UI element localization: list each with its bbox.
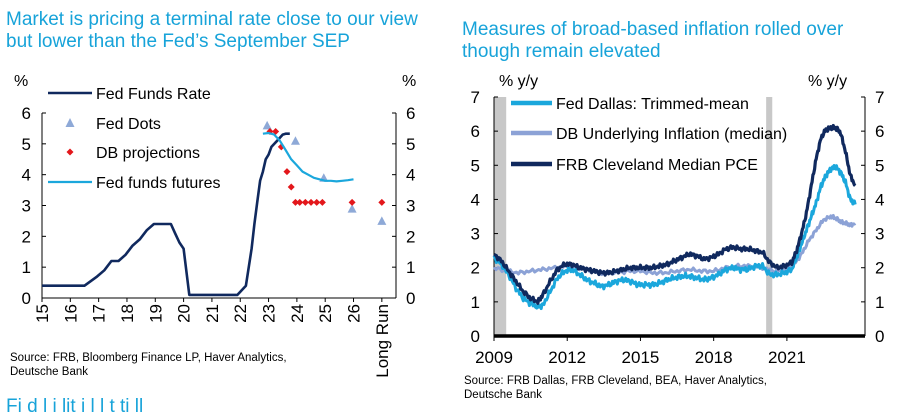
- left-y-tick-label: 1: [22, 258, 31, 277]
- left-y2-tick-label: 6: [406, 104, 415, 123]
- db-projection-marker: [296, 198, 304, 206]
- right-legend-label: FRB Cleveland Median PCE: [556, 157, 758, 174]
- right-x-tick-label: 2009: [475, 348, 513, 367]
- left-x-tick-label: Long Run: [373, 304, 392, 378]
- db-projection-marker: [378, 198, 386, 206]
- db-projection-marker: [287, 183, 295, 191]
- left-x-tick-label: 17: [90, 304, 109, 323]
- db-projection-marker: [318, 198, 326, 206]
- fed-dot-marker: [347, 204, 357, 213]
- left-y2-tick-label: 0: [406, 289, 415, 308]
- left-y-tick-label: 0: [22, 289, 31, 308]
- right-y-tick-label: 0: [471, 327, 480, 346]
- right-y-tick-label: 2: [471, 259, 480, 278]
- left-x-tick-label: 26: [345, 304, 364, 323]
- left-legend-label: DB projections: [96, 145, 200, 162]
- fed-dot-marker: [290, 136, 300, 145]
- right-y2-tick-label: 0: [875, 327, 884, 346]
- db-projection-marker: [307, 198, 315, 206]
- left-y-tick-label: 3: [22, 197, 31, 216]
- right-y2-tick-label: 4: [875, 190, 884, 209]
- left-chart-title: Market is pricing a terminal rate close …: [6, 9, 418, 52]
- recession-shading: [494, 97, 507, 336]
- right-y-tick-label: 5: [471, 156, 480, 175]
- right-y-axis-label: % y/y: [499, 73, 538, 90]
- left-y-axis-label: %: [14, 73, 28, 90]
- left-y2-axis-label: %: [402, 73, 416, 90]
- db-projection-marker: [348, 198, 356, 206]
- left-y2-tick-label: 2: [406, 227, 415, 246]
- left-legend-swatch-2: [66, 148, 74, 156]
- left-legend-label: Fed Funds Rate: [96, 86, 211, 103]
- left-x-tick-label: 19: [146, 304, 165, 323]
- left-x-tick-label: 18: [118, 304, 137, 323]
- recession-shading: [766, 97, 773, 336]
- left-x-tick-label: 24: [288, 304, 307, 323]
- left-y-tick-label: 4: [22, 166, 31, 185]
- left-legend-label: Fed Dots: [96, 116, 161, 133]
- charts-canvas: % %0 01 12 23 34 45 56 615 16 17 18 19 20 21 22 23 24 25 26…: [14, 73, 884, 378]
- right-series-line-0: [492, 164, 857, 311]
- left-x-tick-label: 15: [33, 304, 52, 323]
- db-projection-marker: [272, 128, 280, 135]
- db-projection-marker: [301, 198, 309, 206]
- right-chart-title: Measures of broad-based inflation rolled…: [462, 19, 844, 62]
- right-x-tick-label: 2015: [622, 348, 660, 367]
- right-x-tick-label: 2018: [695, 348, 733, 367]
- left-legend-label: Fed funds futures: [96, 175, 221, 192]
- left-series-line-3: [262, 131, 354, 183]
- right-y-tick-label: 6: [471, 122, 480, 141]
- db-projection-marker: [291, 198, 299, 206]
- left-y-tick-label: 2: [22, 227, 31, 246]
- right-legend-label: DB Underlying Inflation (median): [556, 126, 787, 143]
- right-y-tick-label: 7: [471, 88, 480, 107]
- right-y-tick-label: 4: [471, 190, 480, 209]
- right-y-tick-label: 3: [471, 225, 480, 244]
- db-projection-marker: [283, 168, 291, 176]
- left-chart-source: Source: FRB, Bloomberg Finance LP, Haver…: [10, 352, 287, 378]
- right-series-line-2: [493, 123, 857, 305]
- fed-dot-marker: [377, 216, 387, 225]
- right-y-tick-label: 1: [471, 293, 480, 312]
- left-y2-tick-label: 5: [406, 135, 415, 154]
- right-y2-tick-label: 6: [875, 122, 884, 141]
- db-projection-marker: [313, 198, 321, 206]
- left-series-line-0: [42, 132, 290, 297]
- right-y2-tick-label: 7: [875, 88, 884, 107]
- left-y2-tick-label: 4: [406, 166, 415, 185]
- fed-dot-marker: [262, 120, 272, 130]
- left-legend-swatch-1: [65, 118, 75, 127]
- left-y2-tick-label: 1: [406, 258, 415, 277]
- left-x-tick-label: 22: [231, 304, 250, 323]
- right-x-tick-label: 2021: [768, 348, 806, 367]
- right-chart-source: Source: FRB Dallas, FRB Cleveland, BEA, …: [464, 375, 767, 401]
- right-y2-tick-label: 3: [875, 225, 884, 244]
- right-y2-axis-label: % y/y: [808, 73, 847, 90]
- left-x-tick-label: 16: [61, 304, 80, 323]
- left-y2-tick-label: 3: [406, 197, 415, 216]
- right-y2-tick-label: 1: [875, 293, 884, 312]
- left-x-tick-label: 21: [203, 304, 222, 323]
- right-legend-label: Fed Dallas: Trimmed-mean: [556, 96, 749, 113]
- right-x-tick-label: 2012: [548, 348, 586, 367]
- right-y2-tick-label: 5: [875, 156, 884, 175]
- left-y-tick-label: 6: [22, 104, 31, 123]
- left-x-tick-label: 25: [316, 304, 335, 323]
- right-y2-tick-label: 2: [875, 259, 884, 278]
- left-x-tick-label: 23: [260, 304, 279, 323]
- left-y-tick-label: 5: [22, 135, 31, 154]
- left-x-tick-label: 20: [175, 304, 194, 323]
